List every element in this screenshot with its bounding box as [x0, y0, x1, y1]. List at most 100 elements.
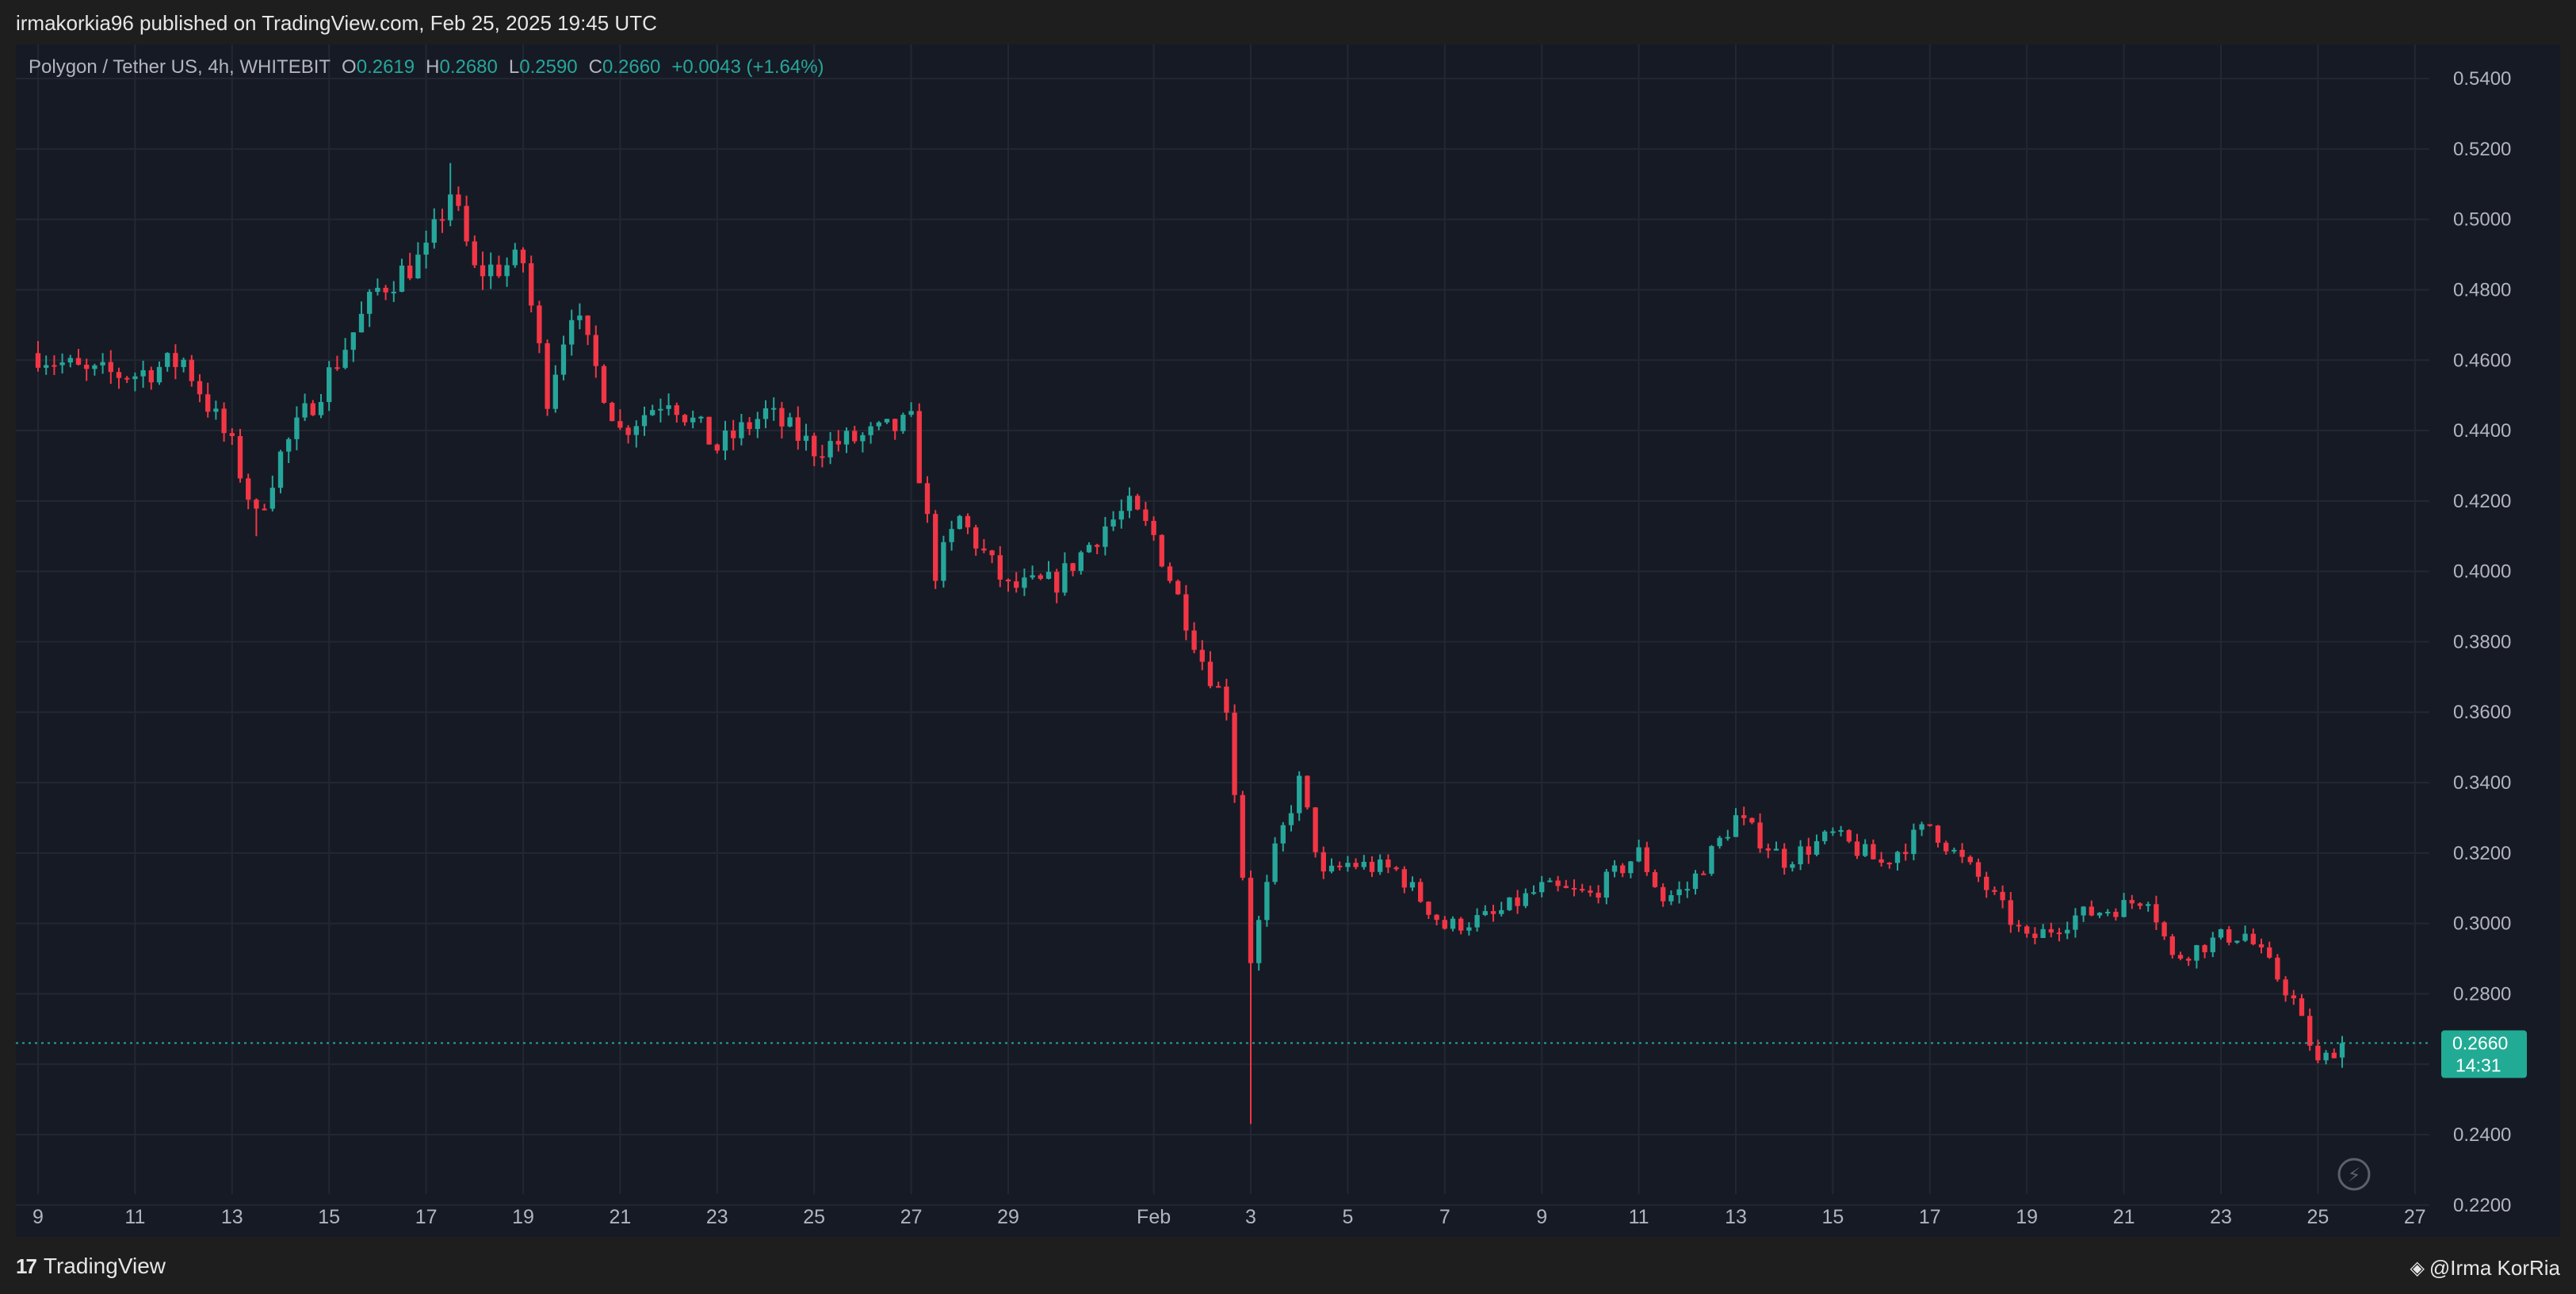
candle-body: [1628, 861, 1634, 874]
candle-body: [1611, 865, 1618, 872]
price-axis[interactable]: 0.5400 0.5200 0.5000 0.4800 0.4600 0.4400 0.42…: [2453, 68, 2511, 1216]
candle-body: [1903, 852, 1909, 855]
candle-body: [1692, 873, 1699, 890]
candle-body: [1717, 837, 1722, 847]
candle-body: [1005, 580, 1011, 582]
candle-body: [2129, 900, 2135, 904]
chart-area[interactable]: 0.5400 0.5200 0.5000 0.4800 0.4600 0.4400 0.42…: [16, 44, 2560, 1237]
price-tick-label: 0.4800: [2453, 279, 2511, 301]
candle-body: [1022, 577, 1027, 588]
low-value: 0.2590: [519, 56, 578, 78]
candle-body: [302, 403, 308, 418]
candle-body: [1596, 892, 1601, 898]
candle-body: [342, 350, 348, 368]
candle-body: [1305, 775, 1310, 808]
candle-body: [1095, 545, 1100, 547]
candle-body: [1337, 865, 1343, 867]
candle-body: [100, 362, 105, 366]
candle-body: [1668, 894, 1674, 902]
change-value: +0.0043 (+1.64%): [671, 56, 824, 78]
time-tick-label: 27: [900, 1206, 923, 1228]
time-tick-label: 17: [415, 1206, 438, 1228]
candle-body: [1240, 794, 1245, 879]
candle-body: [1975, 862, 1982, 877]
candle-body: [1442, 920, 1447, 929]
candle-body: [1830, 831, 1836, 833]
candle-body: [1401, 869, 1407, 888]
candle-body: [254, 500, 259, 509]
time-tick-label: 15: [1821, 1206, 1844, 1228]
candle-body: [706, 416, 712, 445]
candle-body: [1684, 889, 1690, 891]
candle-body: [1191, 630, 1197, 650]
candle-body: [84, 364, 90, 369]
candle-body: [981, 548, 987, 551]
candle-body: [876, 422, 881, 427]
candle-body: [1547, 880, 1553, 882]
price-tick-label: 0.5200: [2453, 139, 2511, 160]
time-tick-label: 21: [2113, 1206, 2135, 1228]
candle-body: [827, 441, 833, 457]
candle-body: [1086, 545, 1092, 553]
high-value: 0.2680: [439, 56, 498, 78]
candle-body: [1353, 863, 1359, 867]
candle-body: [1224, 686, 1229, 713]
candle-body: [1531, 892, 1537, 894]
candle-body: [569, 320, 575, 345]
candle-body: [375, 287, 380, 293]
candle-body: [820, 456, 825, 458]
price-tag-price: 0.2660: [2452, 1033, 2508, 1054]
candle-body: [1765, 848, 1771, 851]
candle-body: [1418, 882, 1424, 902]
candle-body: [262, 508, 267, 511]
candle-body: [884, 419, 890, 423]
candle-body: [520, 249, 526, 264]
time-axis[interactable]: 9 11 13 15 17 19 21 23 25 27 29 Feb 3 5 7 9 11 13 15 17 19 21…: [32, 1206, 2426, 1228]
candle-body: [1110, 519, 1116, 526]
candlestick-chart[interactable]: 0.5400 0.5200 0.5000 0.4800 0.4600 0.4400 0.42…: [16, 44, 2560, 1237]
tradingview-logo[interactable]: 17 TradingView: [16, 1253, 166, 1280]
candle-body: [803, 435, 809, 441]
candle-body: [641, 415, 648, 427]
candle-body: [2121, 900, 2127, 917]
candle-body: [2096, 913, 2103, 916]
candle-body: [1490, 911, 1496, 914]
candle-body: [1378, 859, 1383, 872]
time-tick-label: 23: [2210, 1206, 2232, 1228]
candle-body: [1038, 575, 1043, 579]
candle-body: [997, 555, 1003, 580]
candle-body: [448, 194, 453, 220]
candle-body: [277, 451, 284, 488]
candle-body: [2137, 903, 2143, 906]
candle-body: [67, 358, 73, 363]
candle-body: [835, 441, 841, 445]
candle-body: [560, 344, 567, 375]
author-name: @Irma KorRia: [2429, 1256, 2560, 1280]
candle-body: [812, 435, 817, 457]
candle-body: [148, 369, 154, 383]
price-tick-label: 0.4000: [2453, 561, 2511, 583]
candle-body: [1984, 876, 1989, 890]
candle-body: [512, 249, 518, 266]
candle-body: [439, 219, 445, 221]
candle-body: [1474, 915, 1480, 928]
candle-body: [1045, 572, 1052, 579]
candle-body: [731, 431, 736, 438]
replay-button[interactable]: ⚡: [2337, 1158, 2371, 1191]
candle-body: [900, 415, 906, 431]
candle-body: [1135, 496, 1141, 510]
candle-body: [1951, 849, 1957, 852]
price-tick-label: 0.2400: [2453, 1124, 2511, 1146]
time-tick-label: Feb: [1137, 1206, 1171, 1228]
time-tick-label: 9: [32, 1206, 44, 1228]
candle-body: [1871, 844, 1876, 859]
candle-body: [577, 315, 583, 320]
candle-body: [310, 403, 315, 415]
candle-body: [358, 313, 365, 333]
symbol-title[interactable]: Polygon / Tether US, 4h, WHITEBIT: [29, 56, 331, 78]
candle-body: [318, 402, 324, 415]
candle-body: [140, 369, 146, 377]
candle-body: [286, 438, 292, 452]
candle-body: [504, 265, 510, 277]
candle-body: [1313, 807, 1318, 852]
